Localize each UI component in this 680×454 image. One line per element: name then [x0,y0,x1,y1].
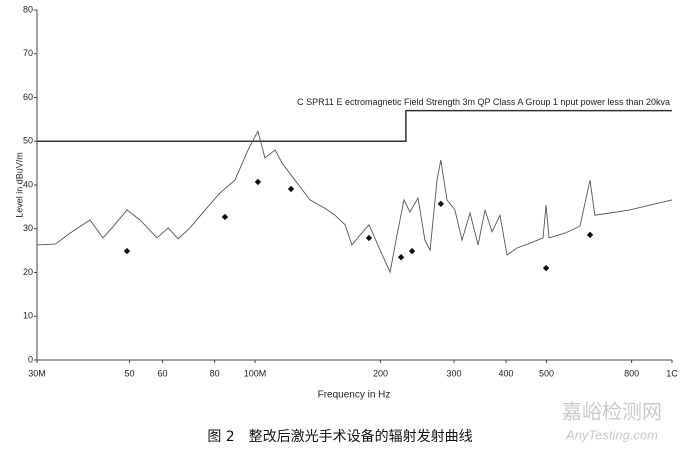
qp-marker [287,185,295,193]
x-axis-title: Frequency in Hz [318,390,391,401]
x-tick-label: 60 [158,368,168,378]
qp-marker [123,247,131,255]
y-tick-label: 50 [23,136,33,146]
y-tick-label: 20 [23,267,33,277]
qp-marker [586,231,594,239]
watermark-name: 嘉峪检测网 [562,400,662,424]
x-tick-label: 30M [28,368,46,378]
x-tick-label: 200 [373,368,388,378]
y-tick-label: 10 [23,311,33,321]
y-tick-label: 0 [28,354,33,364]
watermark-url: AnyTesting.com [565,427,658,442]
qp-marker [437,200,445,208]
x-tick-label: 300 [446,368,461,378]
qp-marker [221,213,229,221]
x-tick-label: 500 [539,368,554,378]
qp-marker [408,247,416,255]
qp-marker [254,178,262,186]
caption: 图 2 整改后激光手术设备的辐射发射曲线 [207,428,472,445]
y-axis-title: Level in dBuV/m [14,152,24,218]
trace-line [36,129,673,274]
x-tick-label: 800 [624,368,639,378]
y-tick-label: 80 [23,4,33,14]
x-tick-label: 80 [210,368,220,378]
y-tick-label: 40 [23,179,33,189]
x-tick-label: 1C [666,368,678,378]
qp-marker [397,253,405,261]
x-tick-label: 400 [499,368,514,378]
x-tick-label: 100M [244,368,267,378]
limit-line [37,109,672,143]
qp-marker [542,264,550,272]
limit-label: C SPR11 E ectromagnetic Field Strength 3… [297,97,670,107]
x-tick-label: 50 [124,368,134,378]
qp-marker [365,234,373,242]
y-tick-label: 30 [23,223,33,233]
y-tick-label: 60 [23,92,33,102]
y-tick-label: 70 [23,48,33,58]
